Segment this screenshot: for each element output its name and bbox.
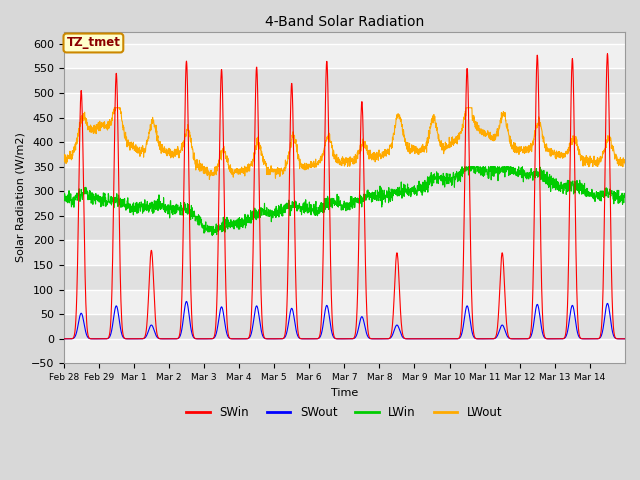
SWout [378, 336, 386, 342]
LWin [209, 233, 216, 239]
SWin [514, 336, 522, 342]
SWin [614, 336, 621, 342]
SWout [60, 336, 67, 342]
SWin [545, 336, 553, 342]
SWin [378, 336, 386, 342]
LWin [458, 164, 466, 169]
Line: LWout: LWout [63, 108, 625, 180]
LWout [116, 105, 124, 110]
LWout [614, 161, 621, 167]
SWout [237, 336, 245, 342]
Bar [63, 314, 625, 339]
Bar [63, 265, 625, 289]
SWout [428, 336, 436, 342]
SWout [614, 336, 621, 342]
LWin [545, 173, 553, 179]
LWin [614, 194, 621, 200]
LWin [378, 201, 386, 207]
Bar [63, 142, 625, 167]
SWin [604, 51, 611, 57]
Bar [63, 93, 625, 118]
LWout [621, 161, 629, 167]
SWout [514, 336, 522, 342]
Line: SWin: SWin [63, 54, 625, 339]
Line: LWin: LWin [63, 167, 625, 236]
Bar [63, 118, 625, 142]
SWin [116, 244, 124, 250]
LWin [514, 167, 522, 172]
Bar [63, 339, 625, 363]
LWout [111, 105, 118, 110]
Bar [63, 289, 625, 314]
SWout [545, 336, 553, 342]
SWin [621, 336, 629, 342]
LWout [237, 168, 245, 173]
SWin [237, 336, 244, 342]
X-axis label: Time: Time [331, 388, 358, 397]
Y-axis label: Solar Radiation (W/m2): Solar Radiation (W/m2) [15, 132, 25, 263]
Line: SWout: SWout [63, 301, 625, 339]
LWin [60, 198, 67, 204]
LWout [514, 148, 522, 154]
Title: 4-Band Solar Radiation: 4-Band Solar Radiation [265, 15, 424, 29]
LWin [237, 219, 245, 225]
SWout [116, 321, 124, 326]
SWout [621, 336, 629, 342]
Legend: SWin, SWout, LWin, LWout: SWin, SWout, LWin, LWout [182, 401, 507, 424]
SWin [60, 336, 67, 342]
SWin [428, 336, 436, 342]
Bar [63, 216, 625, 240]
Bar [63, 240, 625, 265]
LWin [116, 202, 124, 207]
SWout [182, 299, 190, 304]
Text: TZ_tmet: TZ_tmet [67, 36, 120, 49]
Bar [63, 44, 625, 69]
LWout [379, 149, 387, 155]
LWin [621, 193, 629, 199]
Bar [63, 167, 625, 192]
Bar [63, 69, 625, 93]
LWout [205, 177, 213, 182]
LWout [545, 147, 553, 153]
LWout [60, 159, 67, 165]
Bar [63, 192, 625, 216]
